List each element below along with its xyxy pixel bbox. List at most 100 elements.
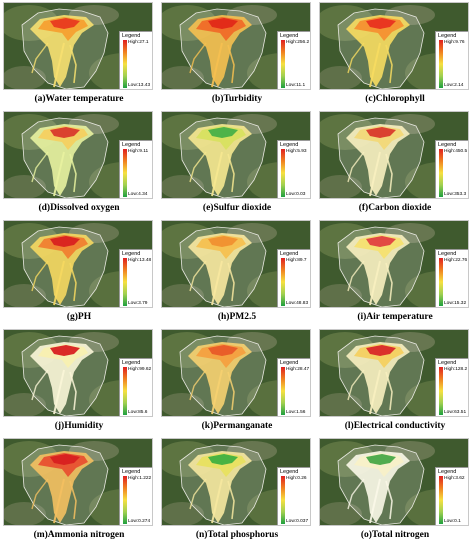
map-panel: Legend High:3.62 Low:0.1 (o)Total nitrogen: [316, 436, 474, 545]
satellite-map: Legend High:99.62 Low:85.6: [3, 329, 153, 417]
legend-high-value: High:27.1: [128, 40, 149, 45]
panel-caption: (a)Water temperature: [34, 94, 124, 104]
satellite-map: Legend High:5.93 Low:0.03: [161, 111, 311, 199]
legend-high-value: High:450.5: [444, 149, 468, 154]
legend-high-value: High:0.26: [286, 476, 307, 481]
legend-title: Legend: [280, 33, 299, 39]
legend-low-value: Low:4.34: [128, 192, 148, 197]
legend-box: Legend High:9.11 Low:4.34: [119, 140, 152, 198]
legend-high-value: High:256.2: [286, 40, 310, 45]
legend-high-value: High:128.2: [444, 367, 468, 372]
legend-box: Legend High:256.2 Low:11.1: [277, 31, 310, 89]
satellite-map: Legend High:22.76 Low:15.32: [319, 220, 469, 308]
panel-caption: (j)Humidity: [54, 421, 104, 431]
legend-high-value: High:28.47: [286, 367, 310, 372]
map-graphic: [320, 330, 468, 416]
legend-high-value: High:13.48: [128, 258, 152, 263]
legend-high-value: High:9.11: [128, 149, 149, 154]
legend-high-value: High:22.76: [444, 258, 468, 263]
map-panel: Legend High:13.48 Low:3.79 (g)PH: [0, 218, 158, 327]
legend-low-value: Low:63.51: [444, 410, 467, 415]
legend-box: Legend High:0.26 Low:0.037: [277, 467, 310, 525]
legend-box: Legend High:3.62 Low:0.1: [435, 467, 468, 525]
legend-title: Legend: [280, 360, 299, 366]
panel-caption: (i)Air temperature: [357, 312, 433, 322]
legend-high-value: High:3.62: [444, 476, 465, 481]
legend-low-value: Low:13.43: [128, 83, 151, 88]
panel-caption: (e)Sulfur dioxide: [202, 203, 272, 213]
map-panel: Legend High:0.26 Low:0.037 (n)Total phospho…: [158, 436, 316, 545]
legend-color-ramp: [439, 258, 443, 306]
map-panel: Legend High:27.1 Low:13.43 (a)Water tempera…: [0, 0, 158, 109]
panel-caption: (h)PM2.5: [217, 312, 257, 322]
legend-color-ramp: [123, 149, 127, 197]
legend-color-ramp: [123, 367, 127, 415]
legend-color-ramp: [123, 476, 127, 524]
legend-color-ramp: [439, 40, 443, 88]
map-panel: Legend High:450.5 Low:353.3 (f)Carbon dioxi…: [316, 109, 474, 218]
legend-low-value: Low:0.1: [444, 519, 461, 524]
legend-color-ramp: [281, 476, 285, 524]
legend-color-ramp: [281, 367, 285, 415]
legend-low-value: Low:353.3: [444, 192, 467, 197]
map-panel: Legend High:9.76 Low:2.14 (c)Chlorophyll: [316, 0, 474, 109]
map-panel: Legend High:256.2 Low:11.1 (b)Turbidity: [158, 0, 316, 109]
legend-box: Legend High:99.62 Low:85.6: [119, 358, 152, 416]
legend-low-value: Low:0.037: [286, 519, 309, 524]
map-panel: Legend High:5.93 Low:0.03 (e)Sulfur dioxide: [158, 109, 316, 218]
legend-low-value: Low:3.79: [128, 301, 148, 306]
legend-title: Legend: [122, 360, 141, 366]
panel-caption: (d)Dissolved oxygen: [38, 203, 120, 213]
map-panel: Legend High:89.7 Low:48.83 (h)PM2.5: [158, 218, 316, 327]
legend-color-ramp: [439, 149, 443, 197]
legend-title: Legend: [280, 469, 299, 475]
map-graphic: [4, 330, 152, 416]
legend-high-value: High:89.7: [286, 258, 307, 263]
legend-color-ramp: [123, 40, 127, 88]
satellite-map: Legend High:128.2 Low:63.51: [319, 329, 469, 417]
map-graphic: [162, 112, 310, 198]
legend-low-value: Low:15.32: [444, 301, 467, 306]
legend-low-value: Low:1.56: [286, 410, 306, 415]
map-panel: Legend High:22.76 Low:15.32 (i)Air temperat…: [316, 218, 474, 327]
map-panel: Legend High:99.62 Low:85.6 (j)Humidity: [0, 327, 158, 436]
legend-title: Legend: [438, 142, 457, 148]
legend-box: Legend High:5.93 Low:0.03: [277, 140, 310, 198]
panel-caption: (k)Permanganate: [201, 421, 273, 431]
legend-box: Legend High:27.1 Low:13.43: [119, 31, 152, 89]
legend-high-value: High:9.76: [444, 40, 465, 45]
panel-caption: (n)Total phosphorus: [195, 530, 279, 540]
legend-title: Legend: [122, 142, 141, 148]
legend-low-value: Low:0.274: [128, 519, 151, 524]
satellite-map: Legend High:0.26 Low:0.037: [161, 438, 311, 526]
satellite-map: Legend High:13.48 Low:3.79: [3, 220, 153, 308]
satellite-map: Legend High:450.5 Low:353.3: [319, 111, 469, 199]
legend-title: Legend: [122, 251, 141, 257]
map-panel: Legend High:28.47 Low:1.56 (k)Permanganate: [158, 327, 316, 436]
legend-title: Legend: [438, 360, 457, 366]
panel-caption: (g)PH: [66, 312, 92, 322]
legend-color-ramp: [439, 367, 443, 415]
map-panel: Legend High:1.222 Low:0.274 (m)Ammonia nitr…: [0, 436, 158, 545]
satellite-map: Legend High:89.7 Low:48.83: [161, 220, 311, 308]
legend-box: Legend High:13.48 Low:3.79: [119, 249, 152, 307]
legend-box: Legend High:450.5 Low:353.3: [435, 140, 468, 198]
legend-title: Legend: [122, 33, 141, 39]
panel-caption: (l)Electrical conductivity: [344, 421, 446, 431]
panel-caption: (m)Ammonia nitrogen: [33, 530, 125, 540]
legend-title: Legend: [438, 469, 457, 475]
legend-high-value: High:99.62: [128, 367, 152, 372]
panel-caption: (o)Total nitrogen: [360, 530, 430, 540]
legend-title: Legend: [438, 251, 457, 257]
legend-box: Legend High:89.7 Low:48.83: [277, 249, 310, 307]
legend-box: Legend High:22.76 Low:15.32: [435, 249, 468, 307]
legend-low-value: Low:11.1: [286, 83, 306, 88]
legend-low-value: Low:48.83: [286, 301, 309, 306]
legend-title: Legend: [280, 251, 299, 257]
legend-low-value: Low:0.03: [286, 192, 306, 197]
legend-color-ramp: [439, 476, 443, 524]
legend-high-value: High:1.222: [128, 476, 152, 481]
legend-box: Legend High:128.2 Low:63.51: [435, 358, 468, 416]
satellite-map: Legend High:27.1 Low:13.43: [3, 2, 153, 90]
legend-box: Legend High:9.76 Low:2.14: [435, 31, 468, 89]
